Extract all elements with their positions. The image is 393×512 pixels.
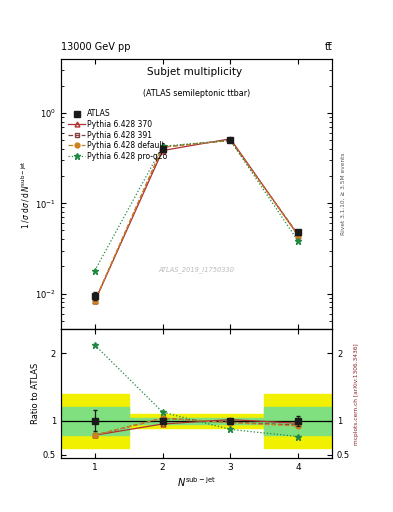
Y-axis label: Rivet 3.1.10, ≥ 3.5M events: Rivet 3.1.10, ≥ 3.5M events <box>341 153 346 236</box>
Text: Subjet multiplicity: Subjet multiplicity <box>147 67 246 77</box>
X-axis label: $N^{\mathrm{sub-jet}}$: $N^{\mathrm{sub-jet}}$ <box>177 475 216 488</box>
Y-axis label: Ratio to ATLAS: Ratio to ATLAS <box>31 363 40 424</box>
Bar <box>264 408 332 435</box>
Bar <box>61 408 129 435</box>
Text: 13000 GeV pp: 13000 GeV pp <box>61 42 130 52</box>
Bar <box>264 394 332 448</box>
Bar <box>61 394 129 448</box>
Y-axis label: mcplots.cern.ch [arXiv:1306.3436]: mcplots.cern.ch [arXiv:1306.3436] <box>354 343 359 445</box>
Text: ATLAS_2019_I1750330: ATLAS_2019_I1750330 <box>158 267 235 273</box>
Text: (ATLAS semileptonic ttbar): (ATLAS semileptonic ttbar) <box>143 89 250 98</box>
Y-axis label: $1\,/\,\sigma\;\mathrm{d}\sigma\,/\,\mathrm{d}\,N^{\mathrm{sub-jet}}$: $1\,/\,\sigma\;\mathrm{d}\sigma\,/\,\mat… <box>20 160 33 228</box>
Bar <box>129 414 264 428</box>
Legend: ATLAS, Pythia 6.428 370, Pythia 6.428 391, Pythia 6.428 default, Pythia 6.428 pr: ATLAS, Pythia 6.428 370, Pythia 6.428 39… <box>68 109 168 161</box>
Text: tt̅: tt̅ <box>324 42 332 52</box>
Bar <box>129 418 264 424</box>
